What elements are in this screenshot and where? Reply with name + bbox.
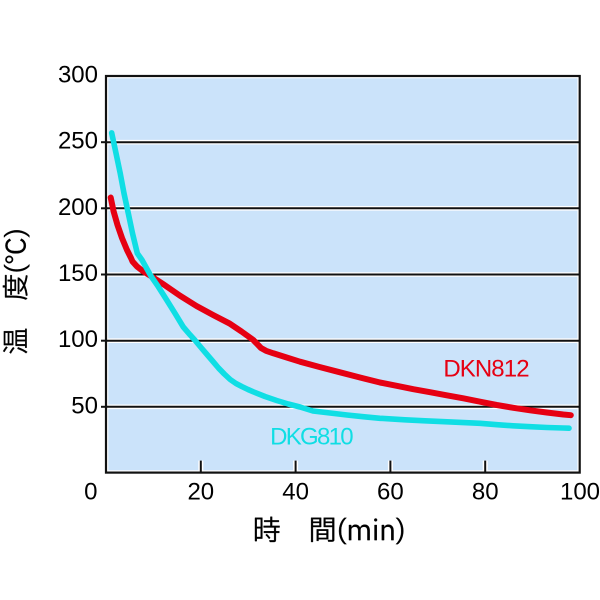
svg-text:DKG810: DKG810 (270, 423, 353, 450)
svg-text:50: 50 (71, 392, 98, 419)
svg-text:250: 250 (58, 128, 98, 155)
svg-text:100: 100 (560, 479, 600, 506)
svg-text:80: 80 (472, 479, 499, 506)
svg-text:300: 300 (58, 62, 98, 89)
svg-text:0: 0 (84, 479, 97, 506)
svg-text:DKN812: DKN812 (443, 355, 529, 382)
svg-text:60: 60 (377, 479, 404, 506)
svg-text:200: 200 (58, 194, 98, 221)
svg-text:20: 20 (187, 479, 214, 506)
svg-text:150: 150 (58, 260, 98, 287)
svg-text:100: 100 (58, 326, 98, 353)
svg-text:40: 40 (282, 479, 309, 506)
